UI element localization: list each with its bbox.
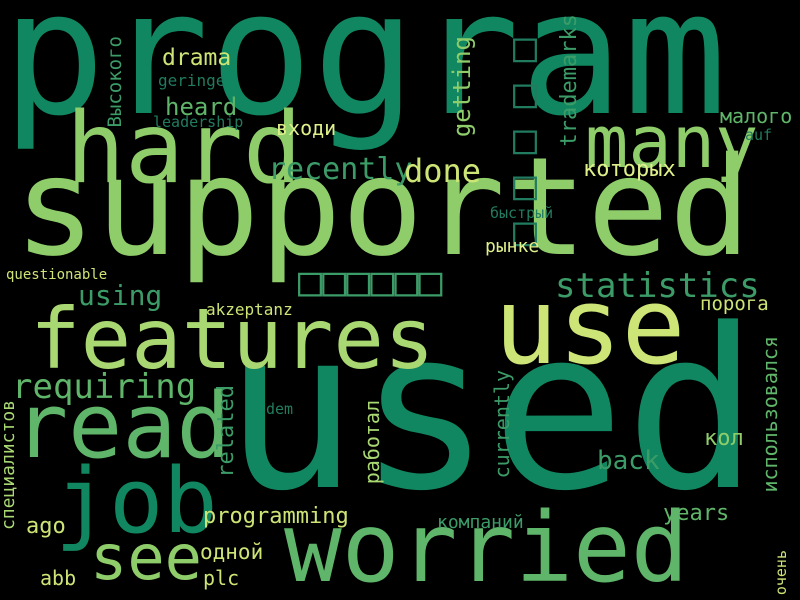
word-supported: supported [14, 129, 751, 287]
word-drama: drama [162, 45, 232, 71]
word-rynke: рынке [485, 236, 540, 257]
word-rabotal: работал [360, 400, 384, 485]
word-cjk-1: □□□□□ [502, 30, 548, 260]
word-kompaniy: компаний [437, 512, 524, 533]
word-job: job [55, 449, 218, 554]
word-statistics: statistics [555, 266, 760, 306]
word-worried: worried [284, 492, 689, 600]
word-ochen: очень [772, 550, 790, 596]
word-plc: plc [203, 566, 240, 590]
word-used: used [224, 282, 759, 540]
word-programming: programming [203, 504, 349, 529]
word-requiring: requiring [12, 367, 197, 407]
word-spetsialistov: специалистов [0, 400, 19, 531]
word-currently: currently [490, 370, 514, 479]
word-malogo: малого [720, 104, 793, 128]
word-odnoy: одной [200, 540, 264, 564]
word-use: use [494, 265, 686, 388]
word-bystry: быстрый [490, 204, 554, 222]
word-hard: hard [66, 92, 303, 206]
word-geringe: geringe [158, 71, 226, 90]
word-poroga: порога [700, 293, 769, 315]
word-features: features [30, 290, 435, 388]
word-questionable: questionable [6, 267, 108, 283]
word-dem: dem [266, 400, 294, 418]
word-auf: auf [745, 126, 773, 144]
word-akzeptanz: akzeptanz [206, 300, 293, 319]
word-abb: abb [40, 566, 77, 590]
word-using: using [78, 279, 163, 312]
word-ago: ago [26, 514, 66, 539]
word-cjk-2: □□□□□□ [298, 259, 443, 305]
word-leadership: leadership [153, 113, 244, 131]
word-back: back [597, 446, 660, 476]
word-program: program [2, 0, 727, 154]
word-recently: recently [268, 152, 413, 187]
word-heard: heard [165, 93, 238, 121]
word-read: read [14, 374, 231, 479]
word-many: many [585, 100, 759, 184]
word-done: done [404, 152, 482, 190]
word-kotorykh: которых [583, 157, 676, 182]
word-vysokogo: Высокого [104, 36, 126, 128]
word-see: see [90, 521, 202, 594]
word-years: years [663, 501, 730, 526]
word-getting: getting [448, 36, 476, 138]
word-vkhodi: входи [276, 116, 337, 140]
word-trademarks: trademarks [557, 14, 582, 147]
word-kol: кол [704, 426, 744, 451]
word-ispolzovalsya: использовался [758, 336, 782, 493]
word-related: related [214, 385, 239, 478]
